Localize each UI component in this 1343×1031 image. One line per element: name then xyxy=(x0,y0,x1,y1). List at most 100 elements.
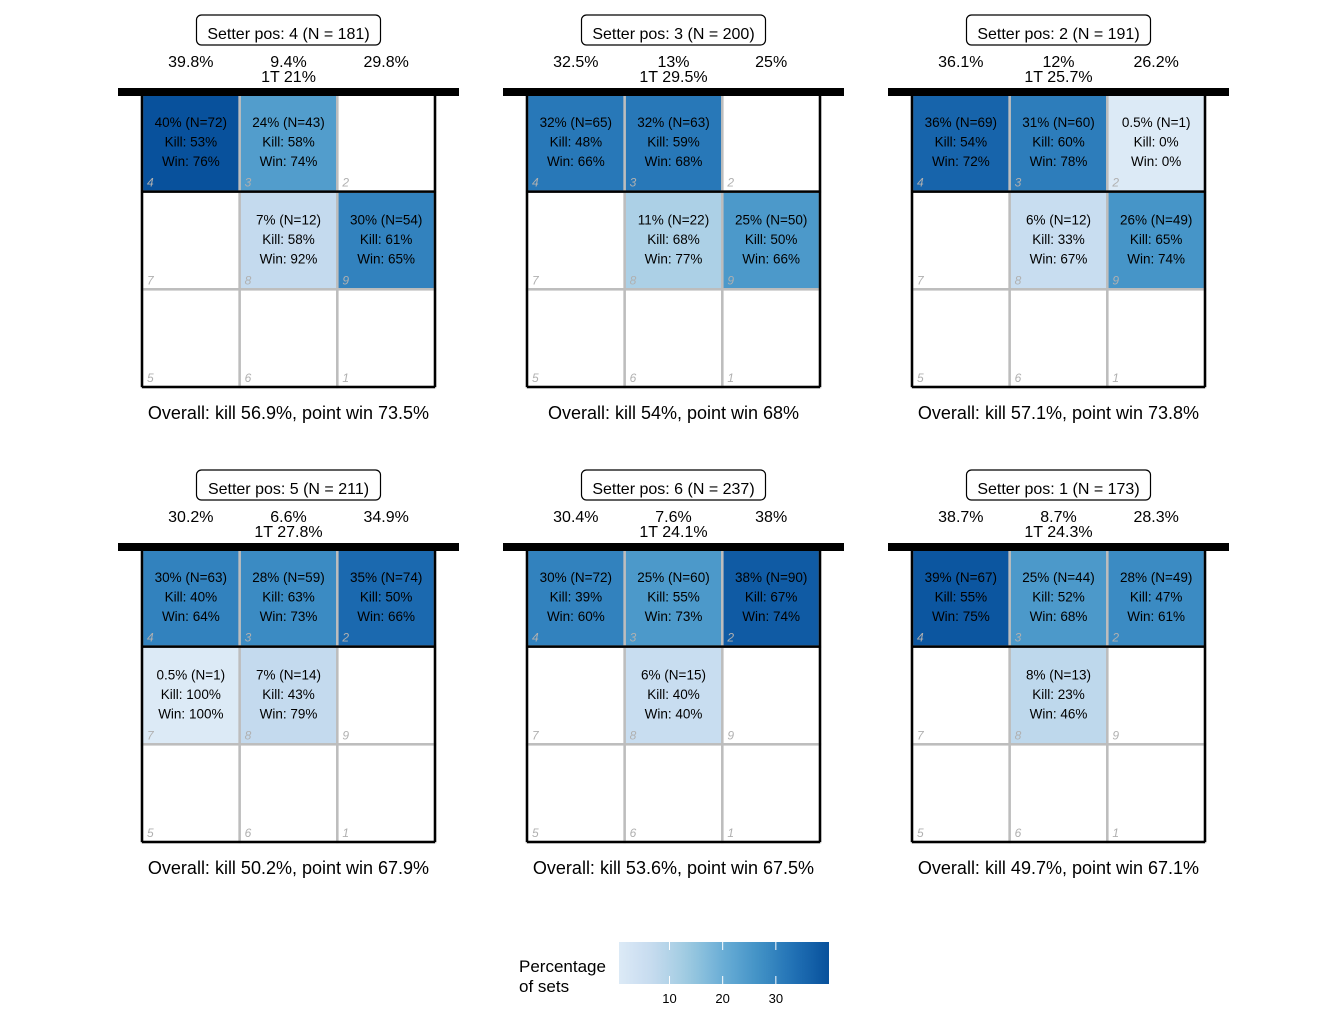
cell-kill-label: Kill: 59% xyxy=(647,135,700,150)
cell-win-label: Win: 79% xyxy=(260,707,318,722)
cell-kill-label: Kill: 55% xyxy=(935,590,988,605)
cell-kill-label: Kill: 39% xyxy=(550,590,603,605)
legend-tick-label: 20 xyxy=(715,991,729,1006)
zone-cell xyxy=(721,190,822,291)
cell-share-label: 30% (N=72) xyxy=(540,570,612,585)
left-side-percent: 30.4% xyxy=(553,509,598,526)
cell-share-label: 38% (N=90) xyxy=(735,570,807,585)
panel: Setter pos: 4 (N = 181) 39.8% 9.4% 29.8% 1T … xyxy=(118,14,459,423)
cell-kill-label: Kill: 47% xyxy=(1130,590,1183,605)
panel-title: Setter pos: 5 (N = 211) xyxy=(208,481,369,498)
first-tempo-percent: 1T 29.5% xyxy=(639,69,707,86)
zone-number: 8 xyxy=(245,728,252,742)
panel-title: Setter pos: 3 (N = 200) xyxy=(592,26,754,43)
cell-share-label: 11% (N=22) xyxy=(638,213,709,228)
cell-share-label: 28% (N=49) xyxy=(1120,570,1192,585)
zone-cell xyxy=(140,190,241,291)
zone-number: 1 xyxy=(1112,371,1119,385)
cell-share-label: 40% (N=72) xyxy=(155,115,227,130)
zone-number: 5 xyxy=(532,371,539,385)
first-tempo-percent: 1T 27.8% xyxy=(254,524,322,541)
cell-win-label: Win: 64% xyxy=(162,609,220,624)
cell-kill-label: Kill: 33% xyxy=(1032,232,1085,247)
panel-title-box xyxy=(195,469,382,501)
zone-number: 2 xyxy=(726,631,734,645)
panel: Setter pos: 3 (N = 200) 32.5% 13% 25% 1T 29.… xyxy=(503,14,844,423)
cell-share-label: 6% (N=12) xyxy=(1026,213,1091,228)
cell-win-label: Win: 77% xyxy=(645,252,703,267)
cell-kill-label: Kill: 50% xyxy=(360,590,413,605)
zone-number: 9 xyxy=(727,728,734,742)
zone-number: 1 xyxy=(342,826,349,840)
zone-cell xyxy=(623,190,724,291)
zone-number: 5 xyxy=(147,371,154,385)
zone-number: 9 xyxy=(342,273,349,287)
zone-cell xyxy=(525,743,626,844)
cell-win-label: Win: 67% xyxy=(1030,252,1088,267)
cell-share-label: 39% (N=67) xyxy=(925,570,997,585)
zone-number: 3 xyxy=(245,176,252,190)
zone-number: 9 xyxy=(1112,273,1119,287)
cell-share-label: 26% (N=49) xyxy=(1120,213,1192,228)
legend-colorbar xyxy=(619,942,829,984)
cell-win-label: Win: 66% xyxy=(742,252,800,267)
zone-number: 7 xyxy=(917,728,925,742)
cell-kill-label: Kill: 48% xyxy=(550,135,603,150)
cell-win-label: Win: 66% xyxy=(357,609,415,624)
zone-number: 4 xyxy=(147,631,154,645)
left-side-percent: 36.1% xyxy=(938,54,983,71)
right-side-percent: 29.8% xyxy=(363,54,408,71)
zone-number: 4 xyxy=(532,631,539,645)
panel: Setter pos: 1 (N = 173) 38.7% 8.7% 28.3% 1T … xyxy=(888,469,1229,878)
cell-kill-label: Kill: 50% xyxy=(745,232,798,247)
cell-share-label: 0.5% (N=1) xyxy=(1122,115,1191,130)
panel-title-box xyxy=(965,469,1152,501)
zone-number: 4 xyxy=(532,176,539,190)
zone-cell xyxy=(336,743,437,844)
zone-number: 8 xyxy=(245,273,252,287)
zone-number: 1 xyxy=(342,371,349,385)
zone-number: 6 xyxy=(245,826,252,840)
middle-percent: 6.6% xyxy=(270,509,306,526)
panel-title: Setter pos: 4 (N = 181) xyxy=(207,26,369,43)
cell-win-label: Win: 73% xyxy=(260,609,318,624)
cell-win-label: Win: 78% xyxy=(1030,154,1088,169)
zone-number: 1 xyxy=(727,826,734,840)
zone-number: 1 xyxy=(727,371,734,385)
cell-share-label: 31% (N=60) xyxy=(1022,115,1094,130)
panel-title-box xyxy=(580,469,767,501)
first-tempo-percent: 1T 21% xyxy=(261,69,316,86)
panel: Setter pos: 6 (N = 237) 30.4% 7.6% 38% 1T 24… xyxy=(503,469,844,878)
cell-share-label: 32% (N=63) xyxy=(637,115,709,130)
zone-number: 9 xyxy=(342,728,349,742)
cell-kill-label: Kill: 40% xyxy=(647,687,700,702)
cell-share-label: 30% (N=54) xyxy=(350,213,422,228)
zone-cell xyxy=(623,743,724,844)
zone-number: 5 xyxy=(917,826,924,840)
zone-cell xyxy=(1008,288,1109,389)
cell-win-label: Win: 75% xyxy=(932,609,990,624)
zone-number: 3 xyxy=(245,631,252,645)
zone-cell xyxy=(336,645,437,746)
zone-cell xyxy=(336,92,437,193)
zone-cell xyxy=(525,190,626,291)
zone-number: 7 xyxy=(147,728,155,742)
panel-title: Setter pos: 2 (N = 191) xyxy=(977,26,1139,43)
zone-number: 2 xyxy=(341,176,349,190)
cell-share-label: 8% (N=13) xyxy=(1026,668,1091,683)
middle-percent: 9.4% xyxy=(270,54,306,71)
zone-cell xyxy=(140,288,241,389)
zone-number: 2 xyxy=(341,631,349,645)
zone-number: 3 xyxy=(1015,176,1022,190)
cell-win-label: Win: 66% xyxy=(547,154,605,169)
cell-share-label: 28% (N=59) xyxy=(252,570,324,585)
cell-kill-label: Kill: 58% xyxy=(262,135,315,150)
zone-number: 9 xyxy=(727,273,734,287)
zone-number: 5 xyxy=(917,371,924,385)
cell-share-label: 7% (N=14) xyxy=(256,668,321,683)
zone-cell xyxy=(721,288,822,389)
zone-number: 6 xyxy=(245,371,252,385)
cell-win-label: Win: 100% xyxy=(158,707,223,722)
